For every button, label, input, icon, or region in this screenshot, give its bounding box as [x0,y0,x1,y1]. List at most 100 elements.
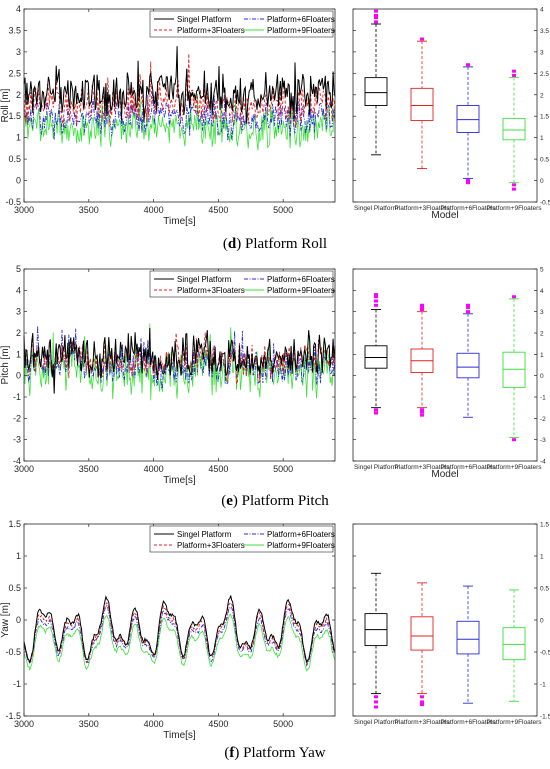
pitch-y-tick-label: 0 [16,371,21,381]
pitch-box-outlier [374,303,378,307]
pitch-y-tick-label: -1 [13,392,21,402]
roll-box-y-tick-label: 0.5 [540,157,549,164]
roll-box-category-label: Platform+9Floaters [486,205,542,212]
pitch-caption-open: ( [221,493,226,509]
roll-box-outlier [374,20,378,24]
roll-box-y-tick-label: 2.5 [540,71,549,78]
roll-box-y-tick-label: 3 [540,49,544,56]
yaw-box-y-tick-label: -1.5 [540,714,550,721]
yaw-x-tick-label: 5000 [273,719,293,729]
yaw-y-tick-label: 1.5 [8,519,21,529]
roll-y-tick-label: 3.5 [8,25,21,35]
pitch-plot-frame [23,268,336,462]
pitch-series-singel [23,327,336,394]
yaw-box-floaters3 [410,582,434,706]
pitch-box-y-tick-label: 1 [540,352,544,359]
roll-box-floaters3 [410,37,434,169]
yaw-box-y-tick-label: -0.5 [540,650,550,657]
yaw-y-tick-label: -1.5 [5,711,21,721]
roll-box-category-label: Singel Platform [354,205,398,212]
roll-legend-label-floaters9: Platform+9Floaters [267,26,335,35]
pitch-box-floaters3 [410,303,434,417]
roll-y-tick-label: -0.5 [5,197,21,207]
pitch-box-floaters6 [456,303,480,418]
pitch-legend-label-singel: Singel Platform [177,275,232,284]
pitch-y-axis-label: Pitch [m] [0,345,11,384]
pitch-box-outlier [420,410,424,414]
pitch-legend-label-floaters3: Platform+3Floaters [177,286,245,295]
roll-legend: Singel Platform Platform+6Floaters Platfor… [149,10,335,38]
pitch-caption-text: Platform Pitch [238,493,329,509]
yaw-series-floaters6 [23,604,336,667]
roll-plot-frame [23,8,336,203]
pitch-box-x-axis-label: Model [431,469,458,480]
pitch-y-tick-label: 2 [16,328,21,338]
pitch-box-frame [352,268,538,462]
pitch-y-tick-label: 1 [16,349,21,359]
roll-box-floaters9 [502,69,526,191]
yaw-series-singel [23,595,336,665]
roll-box-outlier [374,13,378,17]
roll-x-tick-label: 3500 [79,205,99,215]
roll-caption-open: ( [223,236,228,252]
yaw-box-category-label: Platform+3Floaters [394,719,450,726]
pitch-y-tick-label: -4 [13,456,21,466]
yaw-y-tick-label: 0 [16,615,21,625]
roll-box-outlier [512,69,516,73]
pitch-box-outlier [374,299,378,303]
yaw-box-outlier [420,695,424,699]
pitch-y-tick-label: 4 [16,285,21,295]
pitch-x-axis-label: Time[s] [163,475,196,486]
yaw-y-axis-label: Yaw [m] [0,602,11,638]
pitch-box-outlier [420,305,424,309]
roll-legend-label-singel: Singel Platform [177,15,232,24]
roll-box-category-label: Platform+6Floaters [440,205,496,212]
roll-box-category-label: Platform+3Floaters [394,205,450,212]
yaw-x-tick-label: 3000 [14,719,34,729]
pitch-box-category-label: Platform+3Floaters [394,464,450,471]
pitch-y-tick-label: -2 [13,413,21,423]
roll-box-outlier [512,187,516,191]
roll-box-outlier [374,9,378,13]
roll-y-tick-label: 3 [16,47,21,57]
pitch-box-iqr [364,345,388,369]
roll-x-tick-label: 4000 [144,205,164,215]
pitch-box-y-tick-label: 0 [540,373,544,380]
pitch-box-iqr [502,351,526,388]
yaw-box-y-tick-label: 0 [540,618,544,625]
roll-box-outlier [466,63,470,67]
pitch-box-outlier [466,305,470,309]
yaw-legend-label-singel: Singel Platform [177,530,232,539]
pitch-line-chart: 3000 3500 4000 4500 5000 -4 -3 -2 -1 0 1 2 3 4 5 Time[s… [0,264,336,486]
yaw-box-y-tick-label: 0.5 [540,586,549,593]
roll-series-floaters6 [23,88,336,141]
roll-legend-box [149,10,334,38]
yaw-box-y-tick-label: 1 [540,554,544,561]
roll-box-outlier [466,179,470,183]
yaw-legend-label-floaters6: Platform+6Floaters [267,530,335,539]
roll-box-y-tick-label: 3.5 [540,28,549,35]
yaw-box-floaters9 [502,589,526,702]
roll-y-tick-label: 1 [16,133,21,143]
roll-box-y-tick-label: 4 [540,7,544,14]
roll-box-y-tick-label: 2 [540,92,544,99]
roll-x-tick-label: 3000 [14,205,34,215]
yaw-box-category-label: Platform+6Floaters [440,719,496,726]
yaw-box-outlier [374,700,378,704]
roll-box-x-axis-label: Model [431,210,458,221]
pitch-legend-box [149,270,334,298]
pitch-caption-letter: e [226,493,233,509]
pitch-caption: (e) Platform Pitch [221,493,329,509]
pitch-x-tick-label: 4500 [208,464,228,474]
yaw-box-y-tick-label: 1.5 [540,522,549,529]
yaw-box-category-label: Platform+9Floaters [486,719,542,726]
pitch-box-outlier [374,293,378,297]
yaw-y-tick-label: -0.5 [5,647,21,657]
pitch-box-category-label: Singel Platform [354,464,398,471]
pitch-caption-close: ) [233,493,238,509]
pitch-x-tick-label: 3500 [79,464,99,474]
pitch-box-y-tick-label: 4 [540,288,544,295]
